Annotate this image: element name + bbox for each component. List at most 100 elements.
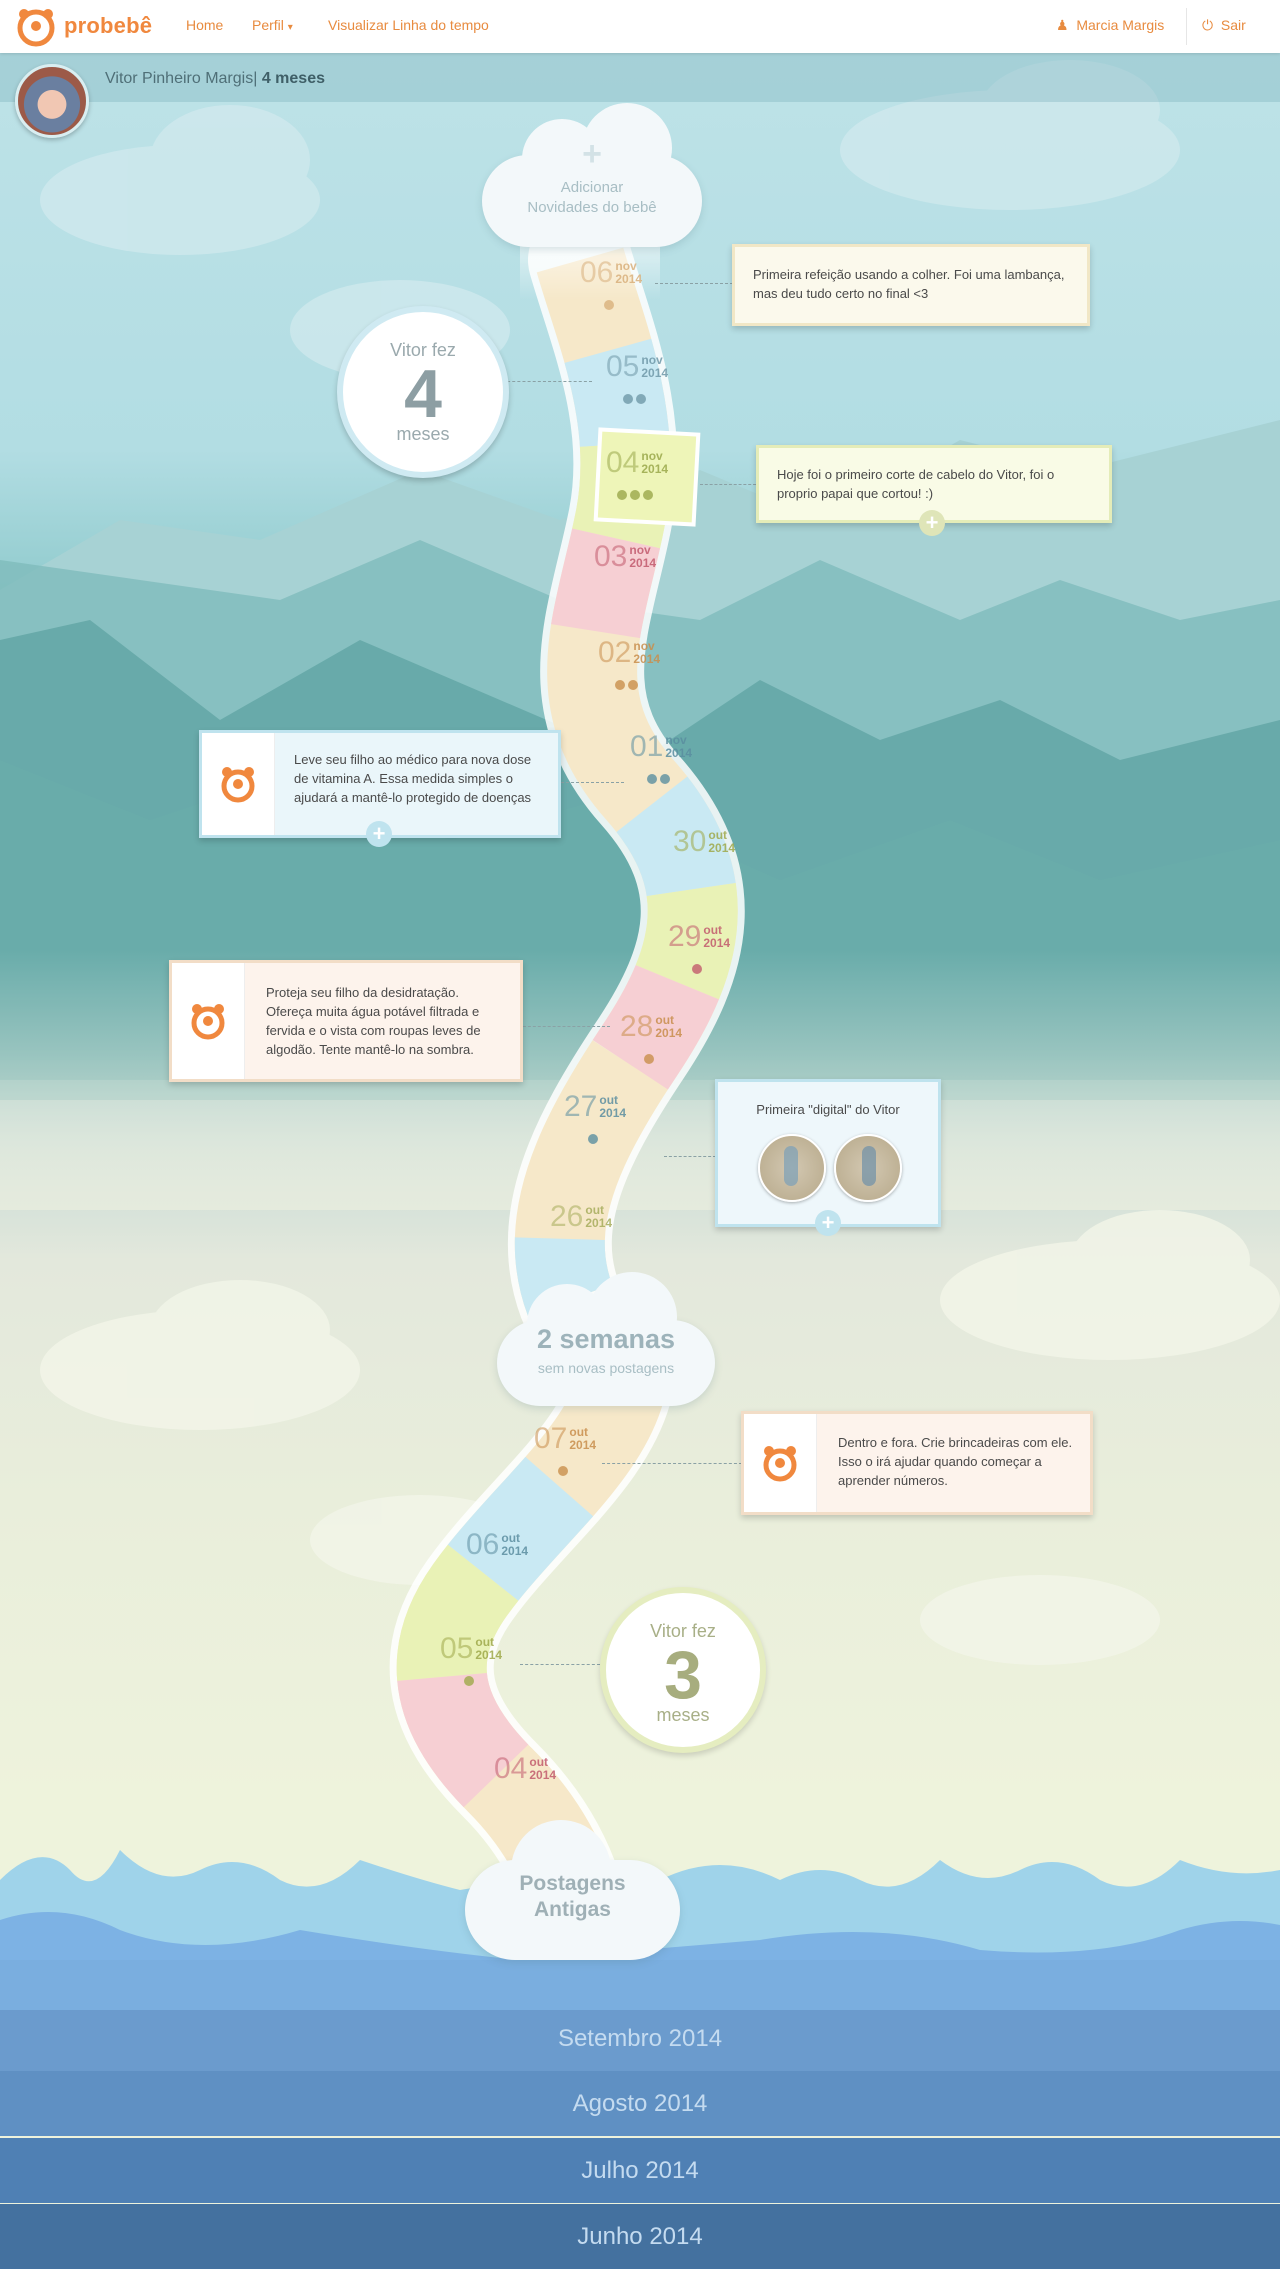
post-dot — [660, 774, 670, 784]
timeline-date-1[interactable]: 05 nov 2014 — [606, 350, 668, 384]
timeline-date-9[interactable]: 27 out 2014 — [564, 1090, 626, 1124]
tip-icon-box — [744, 1414, 817, 1512]
timeline-date-2[interactable]: 04 nov 2014 — [606, 446, 668, 480]
date-day: 29 — [668, 920, 702, 953]
footprint-photo[interactable] — [758, 1134, 826, 1202]
timeline-date-13[interactable]: 05 out 2014 — [440, 1632, 502, 1666]
post-dot — [587, 1134, 598, 1144]
expand-plus-icon[interactable]: + — [366, 821, 392, 847]
connector-line — [700, 484, 756, 485]
baby-avatar[interactable] — [15, 64, 89, 138]
date-year: 2014 — [569, 1438, 597, 1452]
tip-icon-box — [202, 733, 275, 835]
date-month: nov — [629, 543, 651, 557]
age-milestone-label: Vitor fez — [650, 1621, 716, 1641]
post-dot — [629, 490, 640, 500]
probebe-logo-icon — [221, 767, 255, 803]
date-year: 2014 — [501, 1544, 529, 1558]
tip-card[interactable]: Leve seu filho ao médico para nova dose … — [199, 730, 561, 847]
date-month: nov — [633, 639, 655, 653]
nav-profile-label: Perfil — [252, 17, 284, 33]
photo-post-card[interactable]: Primeira "digital" do Vitor + — [715, 1079, 941, 1236]
gap-title: 2 semanas — [536, 1324, 676, 1354]
top-navbar: probebê Home Perfil ▾ Visualizar Linha d… — [0, 0, 1280, 53]
date-month: nov — [615, 259, 637, 273]
date-year: 2014 — [633, 652, 661, 666]
baby-age: 4 meses — [261, 70, 325, 87]
date-year: 2014 — [708, 841, 736, 855]
post-card[interactable]: Primeira refeição usando a colher. Foi u… — [732, 244, 1090, 326]
timeline-date-3[interactable]: 03 nov 2014 — [594, 540, 656, 574]
post-card[interactable]: Hoje foi o primeiro corte de cabelo do V… — [756, 445, 1112, 536]
date-year: 2014 — [615, 272, 643, 286]
add-news-cloud[interactable]: + Adicionar Novidades do bebê — [482, 103, 702, 247]
age-milestone-unit: meses — [396, 424, 450, 444]
post-dot — [557, 1466, 568, 1476]
nav-logout-link[interactable]: ⏻ Sair — [1202, 17, 1246, 34]
month-link[interactable]: Julho 2014 — [0, 2138, 1280, 2203]
nav-profile-dropdown[interactable]: Perfil ▾ — [252, 17, 293, 33]
connector-line — [502, 381, 592, 382]
tip-card[interactable]: Proteja seu filho da desidratação. Ofere… — [169, 960, 523, 1082]
nav-timeline-link[interactable]: Visualizar Linha do tempo — [328, 17, 489, 33]
timeline-date-8[interactable]: 28 out 2014 — [620, 1010, 682, 1044]
add-news-line1: Adicionar — [560, 179, 624, 196]
profile-separator: | — [253, 70, 258, 87]
date-month: out — [585, 1203, 605, 1217]
nav-home-link[interactable]: Home — [186, 17, 224, 33]
brand-name: probebê — [64, 13, 153, 38]
brand-logo[interactable]: probebê — [14, 4, 152, 48]
date-day: 27 — [564, 1090, 598, 1123]
date-year: 2014 — [641, 462, 669, 476]
tip-card[interactable]: Dentro e fora. Crie brincadeiras com ele… — [741, 1411, 1093, 1515]
timeline-date-11[interactable]: 07 out 2014 — [534, 1422, 596, 1456]
add-plus-icon: + — [582, 135, 602, 173]
month-link[interactable]: Agosto 2014 — [0, 2071, 1280, 2136]
date-day: 30 — [673, 825, 707, 858]
expand-plus-icon[interactable]: + — [815, 1210, 841, 1236]
post-count-dots — [647, 774, 670, 784]
date-month: out — [475, 1635, 495, 1649]
nav-user-link[interactable]: ♟ Marcia Margis — [1056, 17, 1164, 34]
date-month: out — [569, 1425, 589, 1439]
connector-line — [655, 283, 733, 284]
expand-plus-icon[interactable]: + — [919, 510, 945, 536]
connector-line — [664, 1156, 716, 1157]
month-link[interactable]: Setembro 2014 — [0, 2006, 1280, 2071]
post-dot — [636, 394, 646, 404]
date-year: 2014 — [665, 746, 693, 760]
timeline-date-5[interactable]: 01 nov 2014 — [630, 730, 692, 764]
date-month: nov — [641, 353, 663, 367]
older-posts-cloud[interactable]: Postagens Antigas — [465, 1820, 680, 1960]
post-dot — [615, 680, 625, 690]
add-news-line2: Novidades do bebê — [527, 199, 657, 216]
timeline-date-7[interactable]: 29 out 2014 — [668, 920, 730, 954]
timeline-date-10[interactable]: 26 out 2014 — [550, 1200, 612, 1234]
tip-text: Proteja seu filho da desidratação. Ofere… — [266, 985, 481, 1057]
post-text: Hoje foi o primeiro corte de cabelo do V… — [777, 467, 1055, 501]
date-day: 28 — [620, 1010, 654, 1043]
timeline-date-0[interactable]: 06 nov 2014 — [580, 256, 642, 290]
caret-down-icon: ▾ — [287, 22, 293, 33]
date-month: out — [703, 923, 723, 937]
timeline-date-12[interactable]: 06 out 2014 — [466, 1528, 528, 1562]
timeline-date-14[interactable]: 04 out 2014 — [494, 1752, 556, 1786]
tip-text: Dentro e fora. Crie brincadeiras com ele… — [838, 1435, 1073, 1488]
post-dot — [628, 680, 638, 690]
footprint-photo[interactable] — [834, 1134, 902, 1202]
post-count-dots — [557, 1466, 568, 1476]
post-dot — [623, 394, 633, 404]
month-link[interactable]: Junho 2014 — [0, 2204, 1280, 2269]
timeline-date-6[interactable]: 30 out 2014 — [673, 825, 735, 859]
post-count-dots — [463, 1676, 474, 1686]
date-day: 03 — [594, 540, 628, 573]
date-day: 05 — [440, 1632, 474, 1665]
connector-line — [518, 1026, 610, 1027]
date-year: 2014 — [475, 1648, 503, 1662]
age-milestone-4-months: Vitor fez 4 meses — [337, 306, 509, 478]
date-day: 26 — [550, 1200, 584, 1233]
date-month: out — [599, 1093, 619, 1107]
age-milestone-3-months: Vitor fez 3 meses — [600, 1587, 766, 1753]
timeline-date-4[interactable]: 02 nov 2014 — [598, 636, 660, 670]
